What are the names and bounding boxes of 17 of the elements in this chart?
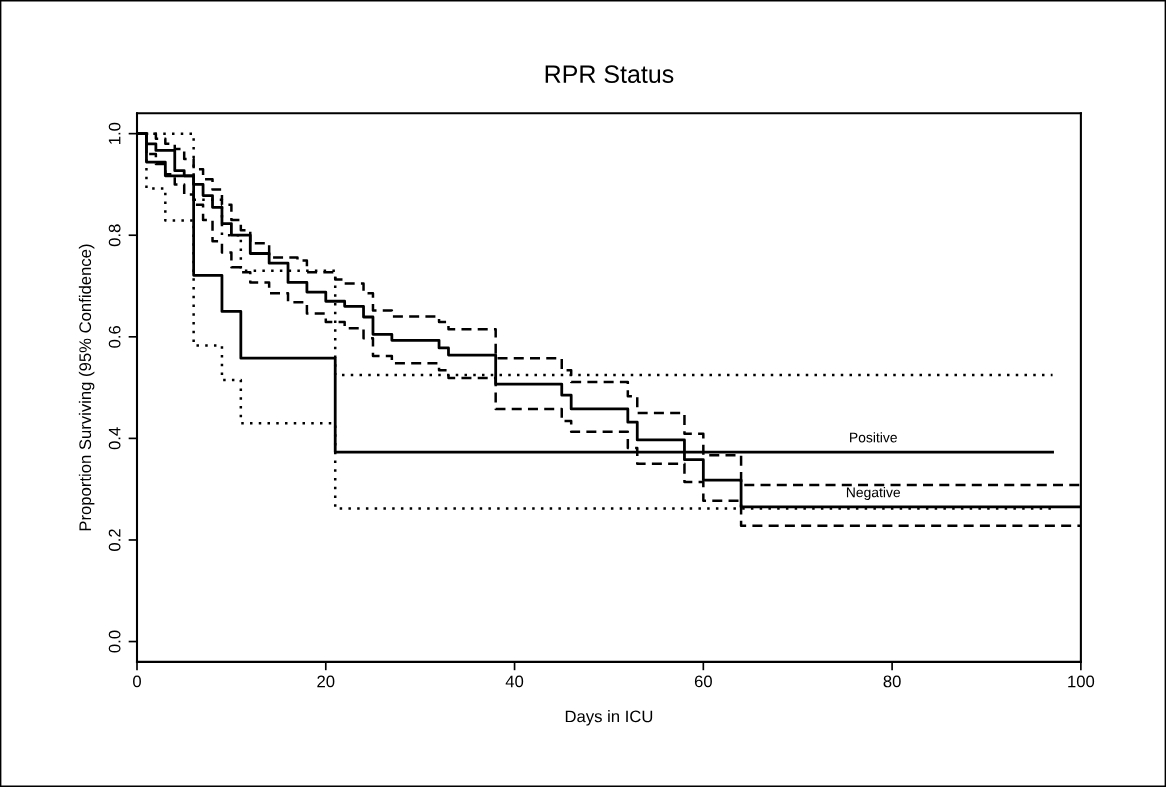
x-axis-title: Days in ICU <box>565 710 653 726</box>
y-tick-label: 0.6 <box>108 325 121 348</box>
y-tick-label: 1.0 <box>108 122 121 144</box>
x-tick-label: 40 <box>505 675 524 688</box>
x-tick-label: 100 <box>1068 675 1095 688</box>
chart-title: RPR Status <box>545 65 674 84</box>
y-tick-label: 0.8 <box>108 224 121 247</box>
y-tick-label: 0.4 <box>108 427 121 450</box>
series-label: Negative <box>846 487 901 501</box>
y-tick-label: 0.2 <box>108 529 121 551</box>
x-tick-label: 80 <box>883 675 901 688</box>
x-tick-label: 20 <box>317 675 335 688</box>
x-tick-label: 60 <box>694 675 712 688</box>
series-label: Positive <box>850 432 897 443</box>
x-tick-label: 0 <box>133 675 141 688</box>
y-axis-title: Proportion Surviving (95% Confidence) <box>78 244 95 531</box>
y-tick-label: 0.0 <box>108 630 121 653</box>
